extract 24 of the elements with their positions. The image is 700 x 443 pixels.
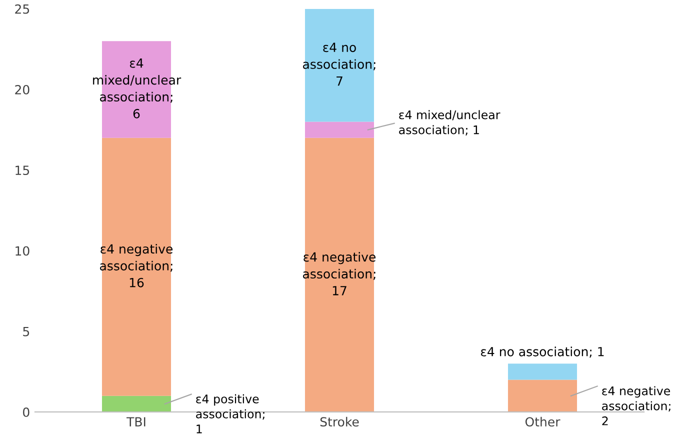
- x-tick-label: Other: [525, 416, 560, 427]
- data-label: ε4 mixed/unclear association; 6: [93, 58, 182, 118]
- bar: [304, 122, 374, 138]
- bar: [304, 8, 374, 122]
- y-tick-label: 10: [16, 246, 30, 256]
- bar: [102, 138, 172, 396]
- data-label: ε4 negative association; 16: [100, 244, 173, 288]
- y-tick-label: 5: [23, 327, 30, 336]
- data-label: ε4 negative association; 2: [602, 386, 670, 426]
- bar: [508, 364, 578, 380]
- y-tick-label: 20: [15, 84, 30, 94]
- bar: [102, 396, 172, 412]
- data-label: ε4 positive association; 1: [196, 394, 264, 434]
- y-tick-label: 0: [23, 407, 30, 417]
- data-label: ε4 no association; 7: [303, 42, 376, 86]
- data-label: ε4 no association; 1: [480, 346, 604, 358]
- y-tick-label: 15: [16, 166, 30, 176]
- x-tick-label: TBI: [126, 417, 146, 426]
- data-label: ε4 mixed/unclear association; 1: [399, 110, 500, 136]
- data-label: ε4 negative association; 17: [303, 252, 376, 296]
- bar: [508, 380, 578, 412]
- bar: [304, 138, 374, 412]
- x-tick-label: Stroke: [320, 416, 359, 427]
- y-tick-label: 25: [15, 4, 30, 14]
